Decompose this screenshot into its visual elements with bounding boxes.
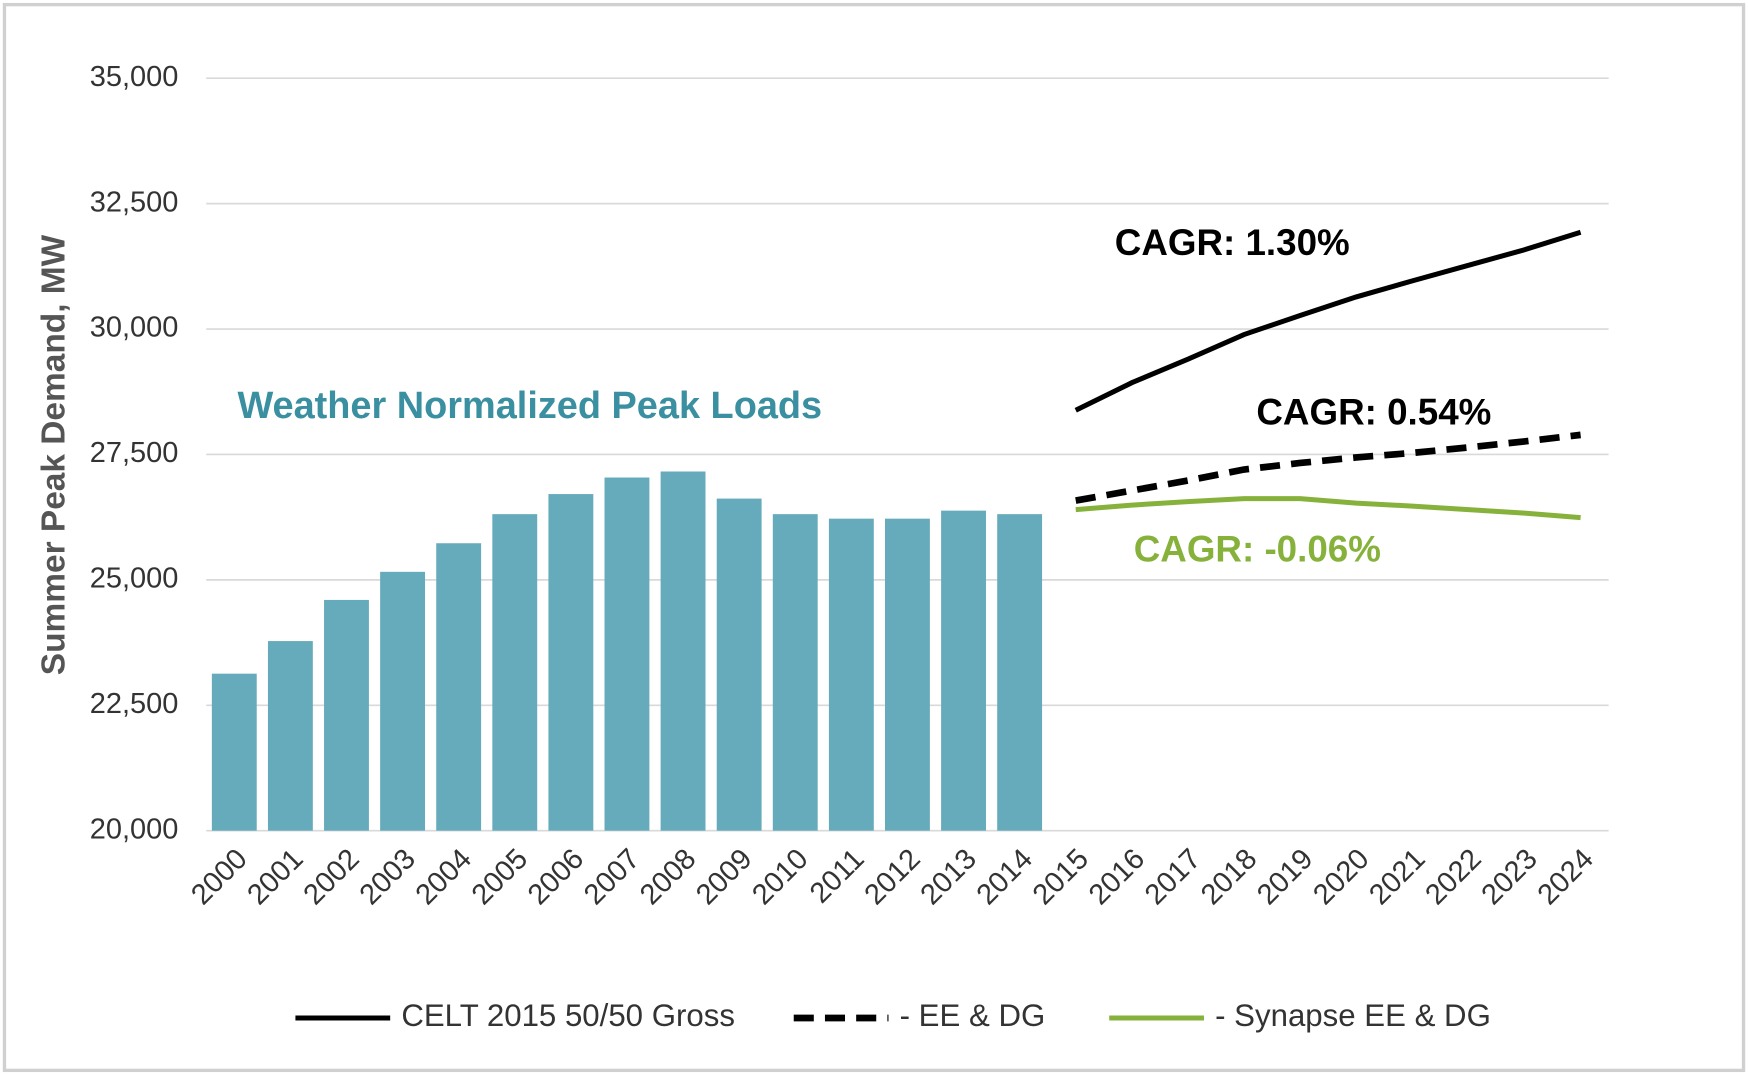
y-tick-label: 25,000 [90, 563, 179, 595]
bar [324, 599, 369, 831]
bar [380, 571, 426, 831]
line-series [1074, 229, 1582, 413]
y-axis-title: Summer Peak Demand, MW [36, 234, 73, 675]
y-tick-label: 27,500 [90, 437, 179, 469]
bar [885, 518, 930, 831]
y-tick-label: 20,000 [90, 813, 179, 845]
bar [267, 641, 313, 831]
bar [772, 514, 818, 831]
bar [997, 514, 1043, 831]
bar [660, 471, 706, 831]
bar [211, 673, 257, 831]
bar [828, 518, 874, 831]
y-tick-label: 35,000 [90, 61, 179, 93]
line-series [1075, 496, 1581, 521]
bar [492, 514, 538, 831]
bar [548, 494, 594, 831]
annotation: CAGR: 1.30% [1115, 222, 1350, 263]
line-series [1075, 431, 1581, 504]
y-tick-label: 32,500 [90, 186, 179, 218]
bar [716, 498, 762, 831]
annotation: CAGR: -0.06% [1134, 529, 1381, 570]
legend-label: - Synapse EE & DG [1215, 998, 1491, 1033]
legend-label: - EE & DG [900, 998, 1046, 1033]
legend-label: CELT 2015 50/50 Gross [401, 998, 735, 1033]
bar [604, 477, 650, 831]
y-tick-label: 30,000 [90, 312, 179, 344]
annotation: CAGR: 0.54% [1256, 392, 1491, 433]
bar [436, 543, 482, 831]
y-tick-label: 22,500 [90, 688, 179, 720]
annotation: Weather Normalized Peak Loads [237, 385, 822, 427]
bar [941, 510, 986, 831]
